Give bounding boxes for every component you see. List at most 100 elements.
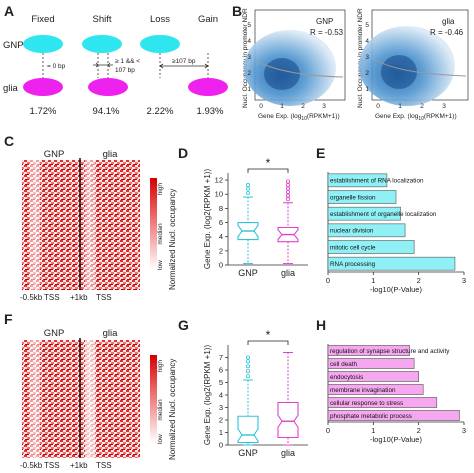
panel-a: Fixed Shift Loss Gain GNP glia: [3, 14, 228, 117]
f-heatmap: [22, 340, 140, 458]
d-outlier: [245, 190, 250, 195]
panel-label-e: E: [316, 145, 325, 161]
svg-text:1: 1: [247, 86, 251, 93]
g-xtick-label: GNP: [238, 448, 258, 458]
h-xlabel: -log10(P-Value): [370, 435, 422, 444]
c-col-gnp: GNP: [44, 149, 65, 160]
row-label-glia: glia: [3, 83, 19, 94]
svg-text:4: 4: [365, 38, 369, 45]
b-xticks-glia: 0 1 2 3: [376, 103, 446, 110]
svg-text:2: 2: [420, 103, 424, 110]
note-shift-1: ≥ 1 && <: [115, 58, 140, 65]
d-ylabel: Gene Exp. (log2(RPKM +1)): [203, 169, 212, 270]
svg-text:3: 3: [322, 103, 326, 110]
e-bar-label: establishment of organelle localization: [330, 211, 437, 218]
e-bar-label: mitotic cell cycle: [330, 244, 376, 251]
c-col-glia: glia: [103, 149, 119, 160]
e-bar: [327, 206, 401, 221]
gnp-ellipse-loss: [140, 35, 180, 53]
pct-fixed: 1.72%: [30, 106, 57, 117]
d-ytick-label: 6: [219, 218, 223, 227]
f-ndr-glia: [85, 340, 95, 458]
c-legend-title: Normalized Nucl. occupancy: [168, 189, 177, 290]
d-ytick-label: 8: [219, 204, 223, 213]
h-bar: [327, 397, 438, 408]
g-outlier: [245, 374, 250, 379]
d-ytick-label: 12: [215, 176, 223, 185]
f-legend-low: low: [157, 434, 164, 444]
b-title-gnp: GNP: [316, 17, 333, 26]
e-bar: [327, 223, 406, 238]
row-label-gnp: GNP: [3, 40, 24, 51]
col-fixed: Fixed: [31, 14, 54, 25]
svg-text:0: 0: [376, 103, 380, 110]
f-legend-title: Normalized Nucl. occupancy: [168, 359, 177, 460]
f-legend-median: median: [157, 399, 164, 421]
c-ndr-gnp: [30, 160, 40, 290]
b-xlabel-gnp: Gene Exp. (log10(RPKM+1)): [258, 113, 340, 122]
h-xtick-label: 3: [462, 426, 466, 435]
dashed-guides: [42, 53, 209, 78]
b-title-glia: glia: [442, 17, 455, 26]
e-bar: [327, 190, 397, 204]
h-bar-label: phosphate metabolic process: [330, 413, 412, 420]
d-box-glia: [277, 179, 299, 265]
c-legend-median: median: [157, 223, 164, 245]
svg-text:1: 1: [365, 86, 369, 93]
d-outlier: [245, 186, 250, 191]
col-gain: Gain: [198, 14, 218, 25]
col-shift: Shift: [92, 14, 111, 25]
b-yticks-gnp: 1 2 3 4 5: [247, 22, 251, 93]
range-arrows: [93, 62, 209, 69]
gnp-ellipse-shift: [82, 35, 122, 53]
h-bar-label: endocytosis: [330, 374, 363, 381]
g-sig-star: *: [266, 328, 271, 342]
d-outlier: [285, 179, 290, 184]
c-legend-high: high: [157, 183, 164, 196]
box-chart-g: 0 1 2 3 4 5 6 7 Gene Exp. (log2(RPKM +1)) GNP glia…: [203, 328, 308, 458]
e-bar-label: RNA processing: [330, 261, 376, 268]
c-x-label-3: +1kb: [70, 293, 88, 302]
e-bar-label: nuclear division: [330, 228, 374, 235]
g-box-glia: [277, 352, 299, 446]
glia-ellipse-shift: [88, 78, 128, 96]
svg-text:1: 1: [280, 103, 284, 110]
panel-label-a: A: [4, 3, 14, 19]
d-sig-star: *: [266, 156, 271, 170]
gnp-ellipse-fixed: [23, 35, 63, 53]
b-xlabel-glia: Gene Exp. (log10(RPKM+1)): [375, 113, 457, 122]
g-outlier: [245, 364, 250, 369]
glia-ellipse-gain: [188, 78, 228, 96]
panel-label-h: H: [316, 317, 326, 333]
f-x-label-1: -0.5kb: [20, 461, 43, 470]
svg-text:2: 2: [247, 70, 251, 77]
b-scatter-core-glia: [381, 55, 417, 89]
g-ytick-label: 2: [219, 416, 223, 425]
g-outlier: [245, 355, 250, 360]
c-x-label-2: TSS: [44, 293, 60, 302]
b-ylabel-1: Nucl. Occupancy in promoter NDR: [242, 8, 249, 108]
pct-gain: 1.93%: [197, 106, 224, 117]
g-box-gnp: [237, 355, 259, 446]
b-fit-line-glia: [374, 59, 467, 77]
h-xtick-label: 1: [371, 426, 375, 435]
d-ytick-label: 10: [215, 190, 223, 199]
b-fit-line-gnp: [257, 61, 344, 78]
e-xtick-label: 3: [462, 276, 466, 285]
pct-loss: 2.22%: [147, 106, 174, 117]
g-xtick-label: glia: [281, 448, 295, 458]
c-x-label-1: -0.5kb: [20, 293, 43, 302]
note-gain: ≥107 bp: [172, 58, 196, 65]
bar-chart-e: establishment of RNA localization organel…: [326, 172, 466, 294]
f-col-gnp: GNP: [44, 328, 65, 339]
d-ytick-label: 2: [219, 246, 223, 255]
c-heatmap: [22, 160, 140, 290]
svg-text:1: 1: [398, 103, 402, 110]
h-bar-label: cellular response to stress: [330, 400, 403, 407]
panel-b: Nucl. Occupancy in promoter NDR GNP R = …: [242, 8, 469, 122]
f-x-label-2: TSS: [44, 461, 60, 470]
col-loss: Loss: [150, 14, 170, 25]
c-legend-low: low: [157, 260, 164, 270]
svg-text:4: 4: [247, 38, 251, 45]
